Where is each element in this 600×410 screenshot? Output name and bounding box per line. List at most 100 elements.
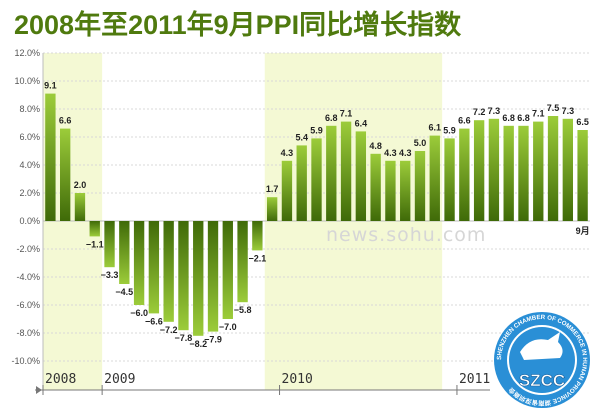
value-label: 6.8 bbox=[517, 113, 530, 123]
bar bbox=[400, 160, 411, 221]
value-label: 6.5 bbox=[576, 117, 589, 127]
bar bbox=[459, 128, 470, 221]
value-label: 4.8 bbox=[369, 141, 382, 151]
value-label: 7.3 bbox=[562, 106, 575, 116]
bar bbox=[178, 221, 189, 331]
value-label: −2.1 bbox=[248, 253, 266, 263]
bar bbox=[281, 160, 293, 221]
value-label: −1.1 bbox=[86, 239, 104, 249]
value-label: −4.5 bbox=[115, 287, 133, 297]
value-label: 7.3 bbox=[488, 106, 501, 116]
bar bbox=[104, 221, 115, 268]
value-label: 7.2 bbox=[473, 107, 486, 117]
year-label: 2008 bbox=[45, 372, 76, 387]
bars bbox=[45, 93, 588, 336]
value-label: 7.1 bbox=[532, 109, 545, 119]
bar bbox=[133, 221, 145, 305]
bar bbox=[148, 221, 160, 314]
year-label: 2011 bbox=[459, 372, 490, 387]
bar bbox=[547, 116, 559, 221]
value-label: 7.5 bbox=[547, 103, 560, 113]
bar bbox=[252, 221, 263, 251]
bar bbox=[577, 130, 588, 221]
szcc-logo: SHENZHEN CHAMBER OF COMMERCE IN HUNAN PR… bbox=[494, 312, 590, 408]
y-tick-label: 10.0% bbox=[14, 76, 40, 86]
x-axis-arrow bbox=[36, 386, 42, 394]
bar bbox=[473, 120, 485, 221]
y-tick-label: -2.0% bbox=[16, 244, 40, 254]
value-label: −7.2 bbox=[160, 325, 178, 335]
bar bbox=[207, 221, 219, 332]
bar bbox=[193, 221, 204, 336]
chart-title: 2008年至2011年9月PPI同比增长指数 bbox=[14, 10, 462, 40]
value-label: 4.3 bbox=[384, 148, 397, 158]
value-label: −7.8 bbox=[175, 333, 193, 343]
value-label: 6.1 bbox=[429, 123, 442, 133]
value-label: 9.1 bbox=[44, 81, 57, 91]
value-label: −7.9 bbox=[204, 335, 222, 345]
bar bbox=[562, 118, 573, 221]
value-label: 6.6 bbox=[458, 116, 471, 126]
value-label: 5.9 bbox=[310, 125, 323, 135]
bar bbox=[296, 145, 307, 221]
bar bbox=[266, 197, 278, 221]
bar bbox=[60, 128, 71, 221]
bar bbox=[533, 121, 544, 221]
y-tick-label: -6.0% bbox=[16, 300, 40, 310]
value-label: 2.0 bbox=[74, 180, 87, 190]
value-label: −6.6 bbox=[145, 316, 163, 326]
y-tick-label: -4.0% bbox=[16, 272, 40, 282]
bar bbox=[340, 121, 352, 221]
bar bbox=[444, 138, 455, 221]
watermark: news.sohu.com bbox=[326, 224, 487, 246]
y-tick-label: 2.0% bbox=[19, 188, 40, 198]
bar bbox=[488, 118, 500, 221]
bar bbox=[237, 221, 248, 303]
value-label: 7.1 bbox=[340, 109, 353, 119]
y-tick-label: 6.0% bbox=[19, 132, 40, 142]
value-label: 6.8 bbox=[325, 113, 338, 123]
bar bbox=[370, 153, 381, 221]
y-tick-label: -10.0% bbox=[11, 356, 40, 366]
bar bbox=[503, 125, 514, 221]
value-label: 6.8 bbox=[502, 113, 515, 123]
year-label: 2010 bbox=[282, 372, 313, 387]
y-tick-label: -8.0% bbox=[16, 328, 40, 338]
logo-text: SZCC bbox=[519, 371, 565, 390]
bar bbox=[518, 125, 529, 221]
bar bbox=[89, 221, 100, 237]
value-label: 5.4 bbox=[295, 132, 308, 142]
y-tick-label: 8.0% bbox=[19, 104, 40, 114]
bar bbox=[326, 125, 337, 221]
bar bbox=[355, 131, 367, 221]
x-axis: 9月 2008 2009 2010 2011 bbox=[35, 226, 590, 395]
year-label: 2009 bbox=[104, 372, 135, 387]
bar bbox=[311, 138, 322, 221]
value-label: 6.6 bbox=[59, 116, 72, 126]
bar bbox=[119, 221, 130, 284]
value-label: 5.0 bbox=[414, 138, 427, 148]
value-label: 1.7 bbox=[266, 184, 279, 194]
value-label: 4.3 bbox=[399, 148, 412, 158]
value-label: −7.0 bbox=[219, 322, 237, 332]
value-label: −5.8 bbox=[234, 305, 252, 315]
y-tick-label: 12.0% bbox=[14, 48, 40, 58]
bar bbox=[429, 135, 440, 221]
bar bbox=[45, 93, 56, 221]
value-label: −6.0 bbox=[130, 308, 148, 318]
bar bbox=[414, 151, 426, 221]
value-label: 4.3 bbox=[281, 148, 294, 158]
bull-icon bbox=[520, 332, 563, 360]
value-label: −8.2 bbox=[189, 339, 207, 349]
y-tick-label: 0.0% bbox=[19, 216, 40, 226]
end-month-label: 9月 bbox=[576, 226, 590, 236]
value-labels: 9.1 6.6 2.0 −1.1 −3.3 −4.5 −6.0−6.6−7.2−7.8−8.… bbox=[44, 81, 589, 349]
y-tick-label: 4.0% bbox=[19, 160, 40, 170]
value-label: −3.3 bbox=[101, 270, 119, 280]
value-label: 6.4 bbox=[355, 118, 368, 128]
value-label: 5.9 bbox=[443, 125, 456, 135]
bar bbox=[74, 193, 86, 221]
y-axis: 12.0% 10.0% 8.0% 6.0% 4.0% 2.0% 0.0% -2.0% -4.0%… bbox=[11, 48, 44, 390]
bar bbox=[222, 221, 233, 319]
